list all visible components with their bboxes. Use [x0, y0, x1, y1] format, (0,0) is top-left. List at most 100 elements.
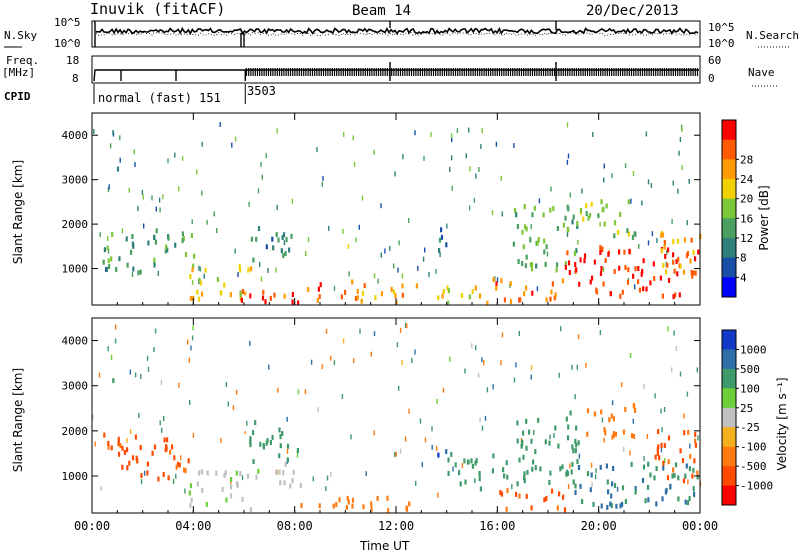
- power-echo-cell: [567, 260, 571, 266]
- velocity-echo-cell: [684, 499, 687, 505]
- power-echo-cell: [631, 234, 635, 240]
- velocity-echo-cell: [566, 435, 570, 441]
- velocity-echo-cell: [577, 440, 580, 446]
- power-echo-cell: [441, 293, 444, 299]
- power-echo-cell: [103, 247, 106, 253]
- velocity-echo-cell: [165, 444, 168, 450]
- power-echo-cell: [164, 248, 167, 254]
- velocity-echo-cell: [338, 497, 341, 503]
- velocity-echo-cell: [544, 439, 547, 445]
- power-echo-cell: [255, 236, 258, 242]
- power-echo-cell: [200, 291, 204, 297]
- velocity-echo-speck: [146, 355, 149, 361]
- velocity-echo-speck: [161, 427, 163, 433]
- power-echo-cell: [525, 226, 528, 232]
- power-echo-speck: [414, 130, 416, 136]
- power-echo-cell: [640, 271, 643, 277]
- velocity-echo-speck: [398, 385, 400, 391]
- velocity-echo-speck: [399, 448, 402, 454]
- power-echo-speck: [333, 285, 336, 291]
- velocity-echo-cell: [221, 487, 224, 492]
- velocity-echo-speck: [632, 418, 634, 424]
- power-echo-speck: [191, 279, 194, 285]
- power-echo-cell: [690, 237, 693, 243]
- velocity-echo-speck: [154, 328, 157, 334]
- power-echo-cell: [582, 216, 585, 222]
- power-echo-speck: [478, 167, 480, 172]
- power-echo-speck: [538, 198, 541, 204]
- power-echo-speck: [451, 137, 453, 143]
- cpid-label: CPID: [4, 90, 31, 103]
- power-echo-cell: [356, 295, 359, 301]
- velocity-echo-speck: [671, 367, 673, 373]
- velocity-echo-cell: [296, 448, 299, 453]
- power-echo-cell: [517, 259, 520, 264]
- power-echo-speck: [291, 198, 294, 204]
- power-echo-speck: [276, 128, 278, 134]
- power-echo-cell: [627, 199, 630, 205]
- power-echo-cell: [181, 238, 184, 244]
- power-echo-cell: [291, 299, 294, 305]
- velocity-echo-cell: [157, 476, 160, 482]
- power-echo-speck: [155, 206, 157, 212]
- velocity-echo-speck: [326, 475, 329, 481]
- freq-tick-bottom: 8: [72, 72, 79, 85]
- velocity-echo-speck: [188, 357, 190, 363]
- velocity-echo-cell: [266, 438, 269, 444]
- velocity-echo-cell: [696, 474, 699, 480]
- power-echo-cell: [524, 224, 527, 230]
- velocity-echo-speck: [492, 384, 494, 390]
- velocity-echo-cell: [447, 457, 450, 463]
- velocity-echo-cell: [289, 483, 292, 489]
- power-echo-cell: [442, 288, 445, 294]
- velocity-echo-cell: [405, 506, 409, 512]
- power-echo-speck: [328, 225, 330, 231]
- power-echo-cell: [601, 207, 604, 213]
- velocity-echo-cell: [282, 470, 285, 476]
- velocity-echo-speck: [190, 345, 192, 351]
- velocity-echo-speck: [126, 438, 128, 443]
- velocity-echo-cell: [118, 451, 121, 457]
- velocity-echo-cell: [522, 430, 525, 436]
- power-echo-cell: [590, 201, 593, 207]
- velocity-echo-cell: [692, 486, 695, 492]
- power-colorbar-tick-label: 8: [740, 252, 747, 265]
- power-echo-cell: [360, 298, 363, 304]
- power-echo-cell: [637, 266, 640, 271]
- power-echo-cell: [595, 289, 598, 295]
- power-echo-cell: [645, 286, 648, 292]
- velocity-ytick-label: 4000: [62, 335, 89, 348]
- velocity-echo-cell: [593, 411, 596, 417]
- velocity-echo-cell: [284, 461, 287, 467]
- velocity-echo-cell: [136, 458, 139, 464]
- power-echo-cell: [509, 281, 512, 287]
- power-echo-cell: [239, 292, 242, 298]
- velocity-echo-cell: [687, 429, 690, 435]
- velocity-echo-speck: [365, 471, 367, 477]
- power-echo-cell: [190, 233, 193, 238]
- velocity-echo-speck: [549, 434, 551, 440]
- power-echo-cell: [437, 295, 440, 301]
- velocity-echo-cell: [657, 429, 660, 435]
- nsky-line: [95, 26, 699, 36]
- power-echo-cell: [637, 279, 640, 285]
- velocity-echo-speck: [130, 429, 132, 434]
- velocity-echo-cell: [126, 447, 129, 453]
- velocity-echo-speck: [442, 387, 445, 393]
- power-echo-cell: [609, 291, 612, 297]
- velocity-echo-cell: [530, 505, 533, 511]
- power-echo-cell: [374, 295, 377, 301]
- power-echo-cell: [249, 266, 253, 272]
- nave-tick-top: 60: [708, 54, 722, 67]
- x-tick-label: 00:00: [682, 519, 718, 533]
- velocity-echo-cell: [543, 497, 546, 503]
- power-echo-cell: [632, 273, 635, 279]
- velocity-echo-cell: [198, 470, 201, 476]
- power-echo-cell: [692, 250, 695, 255]
- power-echo-cell: [553, 295, 556, 301]
- velocity-echo-cell: [506, 488, 509, 494]
- velocity-echo-cell: [206, 470, 209, 476]
- power-echo-speck: [162, 194, 164, 200]
- velocity-echo-speck: [227, 401, 229, 407]
- velocity-echo-speck: [486, 387, 489, 393]
